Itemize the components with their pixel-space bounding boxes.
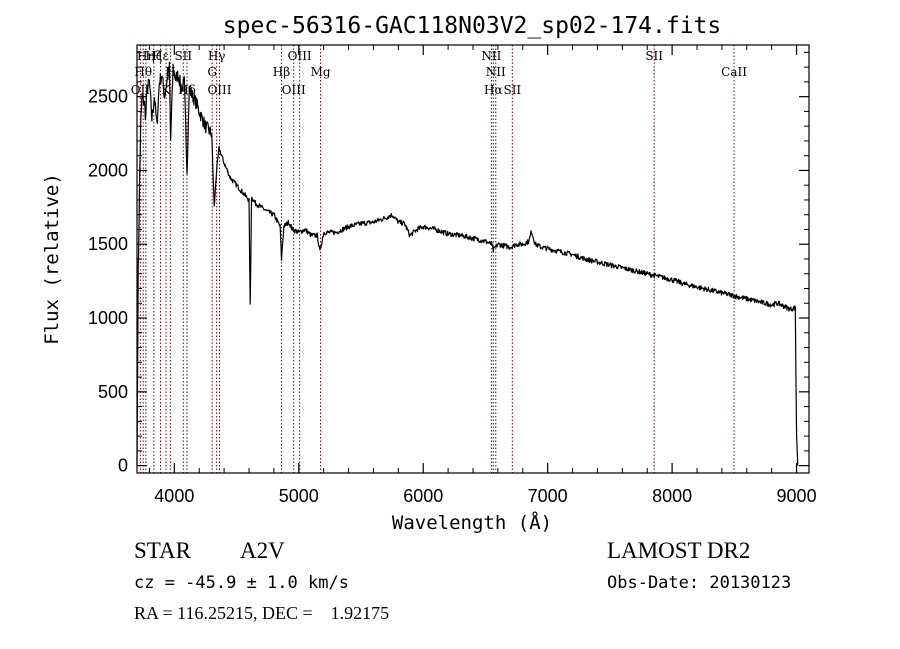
spectral-line-markers bbox=[139, 45, 735, 473]
coordinates: RA = 116.25215, DEC = 1.92175 bbox=[134, 603, 390, 623]
x-axis-label: Wavelength (Å) bbox=[392, 511, 552, 534]
line-label-mg: Mg bbox=[311, 65, 331, 79]
line-label-k: K bbox=[162, 83, 172, 97]
y-tick-label: 0 bbox=[118, 456, 128, 476]
y-tick-label: 500 bbox=[98, 382, 128, 402]
redshift-velocity: cz = -45.9 ± 1.0 km/s bbox=[134, 573, 349, 593]
plot-frame bbox=[136, 44, 810, 474]
observation-date: Obs-Date: 20130123 bbox=[607, 573, 792, 593]
line-label-hα: Hα bbox=[484, 83, 503, 97]
object-type: STAR bbox=[134, 538, 191, 563]
line-label-oiii: OIII bbox=[288, 49, 312, 63]
x-axis: 4000 5000 6000 7000 8000 9000 bbox=[148, 45, 817, 506]
line-label-h: H bbox=[165, 65, 175, 79]
line-label-hθ: Hθ bbox=[134, 65, 152, 79]
line-label-g: G bbox=[207, 65, 217, 79]
line-label-sii: SII bbox=[503, 83, 521, 97]
line-label-oii: OII bbox=[131, 83, 151, 97]
line-label-hβ: Hβ bbox=[273, 65, 290, 79]
chart-title: spec-56316-GAC118N03V2_sp02-174.fits bbox=[223, 13, 722, 39]
survey-name: LAMOST DR2 bbox=[607, 538, 751, 563]
y-tick-label: 2000 bbox=[88, 160, 128, 180]
line-label-sii: SII bbox=[174, 49, 192, 63]
line-label-nii: NII bbox=[481, 49, 501, 63]
line-label-nii: NII bbox=[486, 65, 506, 79]
line-label-sii: SII bbox=[645, 49, 663, 63]
line-label-caii: CaII bbox=[721, 65, 747, 79]
y-axis-label: Flux (relative) bbox=[41, 173, 63, 345]
line-label-hγ: Hγ bbox=[208, 49, 226, 63]
y-tick-label: 1500 bbox=[88, 234, 128, 254]
y-tick-label: 1000 bbox=[88, 308, 128, 328]
line-label-hζ: Hζ bbox=[145, 49, 162, 63]
line-label-oiii: OIII bbox=[207, 83, 231, 97]
x-tick-label: 6000 bbox=[403, 486, 443, 506]
spectrum-line bbox=[136, 61, 799, 466]
spectral-line-labels: OIIHθHηHζHεKHSIIHδGHγOIIIHβOIIIOIIIMgNII… bbox=[131, 49, 748, 97]
y-axis: 0 500 1000 1500 2000 2500 bbox=[88, 51, 809, 476]
x-tick-label: 5000 bbox=[279, 486, 319, 506]
x-tick-label: 7000 bbox=[528, 486, 568, 506]
line-label-oiii: OIII bbox=[282, 83, 306, 97]
y-tick-label: 2500 bbox=[88, 87, 128, 107]
spectral-subclass: A2V bbox=[240, 538, 285, 563]
x-tick-label: 4000 bbox=[154, 486, 194, 506]
line-label-hε: Hε bbox=[152, 49, 169, 63]
x-tick-label: 9000 bbox=[777, 486, 817, 506]
x-tick-label: 8000 bbox=[652, 486, 692, 506]
